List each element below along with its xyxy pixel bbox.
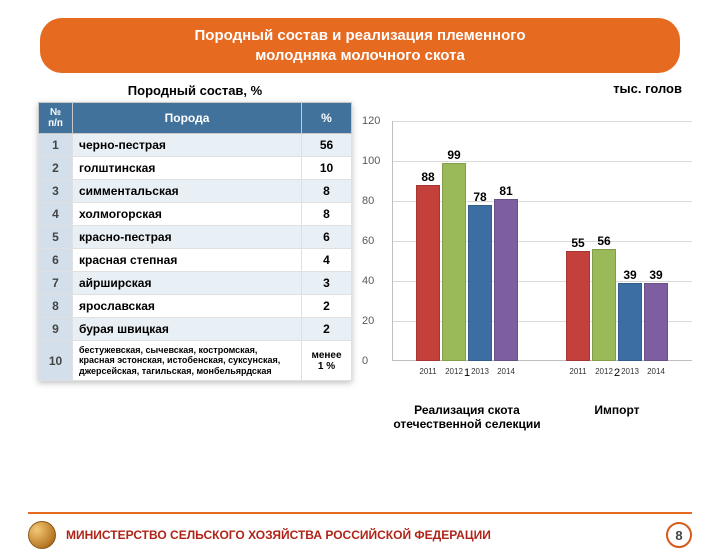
row-percent: 2: [302, 318, 352, 341]
bar-group: 8820119920127820138120141: [392, 121, 542, 361]
bar: 392013: [618, 283, 642, 361]
bar-value: 55: [571, 236, 584, 250]
row-index: 3: [39, 180, 73, 203]
bar-year: 2011: [569, 367, 586, 376]
row-index: 5: [39, 226, 73, 249]
table-row: 5красно-пестрая6: [39, 226, 352, 249]
row-percent: 3: [302, 272, 352, 295]
bar-chart: 020406080100120 882011992012782013812014…: [362, 121, 692, 401]
table-row: 2голштинская10: [39, 157, 352, 180]
table-row: 1черно-пестрая56: [39, 134, 352, 157]
emblem-icon: [28, 521, 56, 549]
row-breed: ярославская: [73, 295, 302, 318]
bar-year: 2014: [647, 367, 665, 376]
y-tick: 100: [362, 155, 380, 167]
row-breed: бестужевская, сычевская, костромская, кр…: [73, 341, 302, 381]
row-percent: 10: [302, 157, 352, 180]
footer: МИНИСТЕРСТВО СЕЛЬСКОГО ХОЗЯЙСТВА РОССИЙС…: [0, 512, 720, 558]
row-breed: холмогорская: [73, 203, 302, 226]
row-index: 2: [39, 157, 73, 180]
content: Породный состав, % № п/п Порода % 1черно…: [0, 81, 720, 432]
row-index: 7: [39, 272, 73, 295]
row-breed: бурая швицкая: [73, 318, 302, 341]
th-breed: Порода: [73, 103, 302, 134]
table-row: 6красная степная4: [39, 249, 352, 272]
row-index: 8: [39, 295, 73, 318]
table-row: 9бурая швицкая2: [39, 318, 352, 341]
group-index: 1: [464, 367, 470, 379]
row-breed: красно-пестрая: [73, 226, 302, 249]
row-percent: 4: [302, 249, 352, 272]
row-percent: менее 1 %: [302, 341, 352, 381]
breed-table: № п/п Порода % 1черно-пестрая562голштинс…: [38, 102, 352, 381]
y-tick: 40: [362, 275, 374, 287]
th-index: № п/п: [39, 103, 73, 134]
bar: 882011: [416, 185, 440, 361]
bar-value: 81: [499, 184, 512, 198]
bar-year: 2012: [445, 367, 463, 376]
th-percent: %: [302, 103, 352, 134]
category-labels: Реализация скота отечественной селекцииИ…: [362, 403, 692, 432]
bar-year: 2014: [497, 367, 515, 376]
group-index: 2: [614, 367, 620, 379]
y-tick: 20: [362, 315, 374, 327]
category-label: Реализация скота отечественной селекции: [392, 403, 542, 432]
bar: 812014: [494, 199, 518, 361]
table-row: 3симментальская8: [39, 180, 352, 203]
row-percent: 8: [302, 180, 352, 203]
bar: 992012: [442, 163, 466, 361]
table-subtitle: Породный состав, %: [38, 83, 352, 98]
table-row: 8ярославская2: [39, 295, 352, 318]
row-index: 4: [39, 203, 73, 226]
row-breed: симментальская: [73, 180, 302, 203]
y-tick: 0: [362, 355, 368, 367]
table-row: 10бестужевская, сычевская, костромская, …: [39, 341, 352, 381]
bar-value: 88: [421, 170, 434, 184]
footer-rule: [28, 512, 692, 514]
row-percent: 6: [302, 226, 352, 249]
row-index: 1: [39, 134, 73, 157]
bar: 552011: [566, 251, 590, 361]
row-breed: айрширская: [73, 272, 302, 295]
page-title: Породный состав и реализация племенного …: [40, 18, 680, 73]
row-breed: красная степная: [73, 249, 302, 272]
title-line1: Породный состав и реализация племенного: [60, 26, 660, 46]
row-index: 10: [39, 341, 73, 381]
bar-year: 2012: [595, 367, 613, 376]
row-breed: голштинская: [73, 157, 302, 180]
bar-value: 39: [649, 268, 662, 282]
bar-value: 78: [473, 190, 486, 204]
bar-year: 2011: [419, 367, 436, 376]
bar-value: 39: [623, 268, 636, 282]
title-line2: молодняка молочного скота: [60, 46, 660, 66]
bar-year: 2013: [621, 367, 639, 376]
category-label: Импорт: [542, 403, 692, 432]
row-percent: 56: [302, 134, 352, 157]
chart-unit: тыс. голов: [613, 81, 682, 96]
bar-year: 2013: [471, 367, 489, 376]
row-index: 9: [39, 318, 73, 341]
y-tick: 120: [362, 115, 380, 127]
table-row: 4холмогорская8: [39, 203, 352, 226]
bar: 562012: [592, 249, 616, 361]
bars: 8820119920127820138120141552011562012392…: [392, 121, 692, 361]
row-percent: 8: [302, 203, 352, 226]
row-index: 6: [39, 249, 73, 272]
bar: 392014: [644, 283, 668, 361]
breed-table-block: Породный состав, % № п/п Порода % 1черно…: [38, 81, 352, 432]
bar-group: 5520115620123920133920142: [542, 121, 692, 361]
table-row: 7айрширская3: [39, 272, 352, 295]
bar-value: 99: [447, 148, 460, 162]
page-number: 8: [666, 522, 692, 548]
bar: 782013: [468, 205, 492, 361]
bar-value: 56: [597, 234, 610, 248]
y-tick: 60: [362, 235, 374, 247]
y-tick: 80: [362, 195, 374, 207]
chart-block: тыс. голов 020406080100120 8820119920127…: [362, 81, 692, 432]
row-percent: 2: [302, 295, 352, 318]
row-breed: черно-пестрая: [73, 134, 302, 157]
